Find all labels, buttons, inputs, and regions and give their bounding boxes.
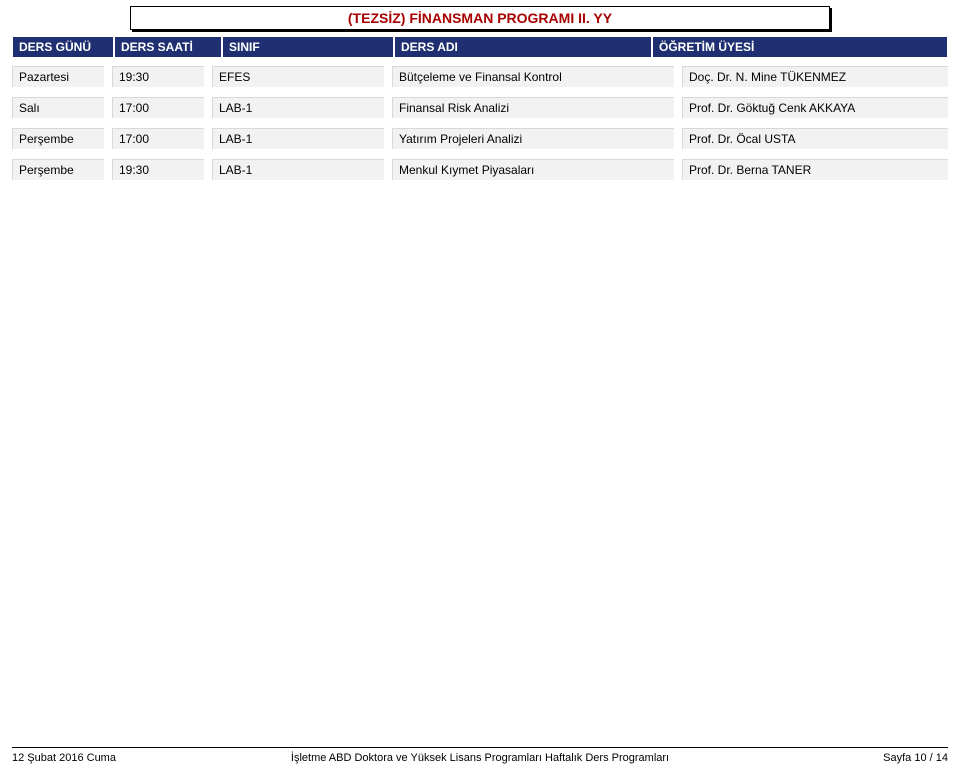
cell-adi: Yatırım Projeleri Analizi	[392, 128, 674, 149]
cell-sinif: LAB-1	[212, 97, 384, 118]
cell-gunu: Perşembe	[12, 159, 104, 180]
cell-uyesi: Prof. Dr. Berna TANER	[682, 159, 948, 180]
col-header-gunu: DERS GÜNÜ	[13, 37, 115, 57]
footer-page: Sayfa 10 / 14	[883, 752, 948, 764]
cell-adi: Menkul Kıymet Piyasaları	[392, 159, 674, 180]
cell-sinif: EFES	[212, 66, 384, 87]
page: (TEZSİZ) FİNANSMAN PROGRAMI II. YY DERS …	[0, 0, 960, 180]
footer-date: 12 Şubat 2016 Cuma	[12, 752, 116, 764]
cell-adi: Finansal Risk Analizi	[392, 97, 674, 118]
cell-gunu: Perşembe	[12, 128, 104, 149]
cell-saati: 17:00	[112, 128, 204, 149]
page-title: (TEZSİZ) FİNANSMAN PROGRAMI II. YY	[348, 10, 612, 26]
page-footer: 12 Şubat 2016 Cuma İşletme ABD Doktora v…	[12, 747, 948, 764]
cell-sinif: LAB-1	[212, 159, 384, 180]
cell-gunu: Pazartesi	[12, 66, 104, 87]
cell-saati: 19:30	[112, 159, 204, 180]
footer-center: İşletme ABD Doktora ve Yüksek Lisans Pro…	[291, 752, 669, 764]
cell-adi: Bütçeleme ve Finansal Kontrol	[392, 66, 674, 87]
col-header-saati: DERS SAATİ	[115, 37, 223, 57]
col-header-sinif: SINIF	[223, 37, 395, 57]
cell-sinif: LAB-1	[212, 128, 384, 149]
table-row: Pazartesi 19:30 EFES Bütçeleme ve Finans…	[12, 66, 948, 87]
table-row: Perşembe 17:00 LAB-1 Yatırım Projeleri A…	[12, 128, 948, 149]
cell-saati: 19:30	[112, 66, 204, 87]
cell-uyesi: Doç. Dr. N. Mine TÜKENMEZ	[682, 66, 948, 87]
cell-uyesi: Prof. Dr. Göktuğ Cenk AKKAYA	[682, 97, 948, 118]
col-header-uyesi: ÖĞRETİM ÜYESİ	[653, 37, 947, 57]
table-row: Perşembe 19:30 LAB-1 Menkul Kıymet Piyas…	[12, 159, 948, 180]
table-row: Salı 17:00 LAB-1 Finansal Risk Analizi P…	[12, 97, 948, 118]
col-header-adi: DERS ADI	[395, 37, 653, 57]
cell-uyesi: Prof. Dr. Öcal USTA	[682, 128, 948, 149]
cell-gunu: Salı	[12, 97, 104, 118]
table-header: DERS GÜNÜ DERS SAATİ SINIF DERS ADI ÖĞRE…	[12, 36, 948, 58]
cell-saati: 17:00	[112, 97, 204, 118]
page-title-box: (TEZSİZ) FİNANSMAN PROGRAMI II. YY	[130, 6, 830, 30]
